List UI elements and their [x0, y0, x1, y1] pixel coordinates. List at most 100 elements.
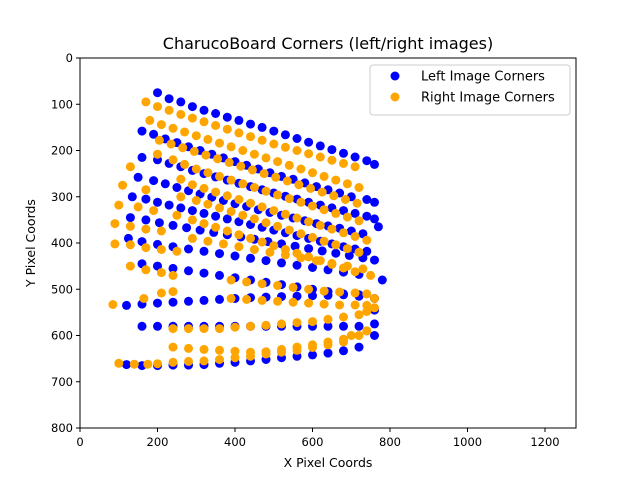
right-corner-point: [246, 321, 255, 331]
right-corner-point: [273, 190, 283, 200]
right-corner-point: [199, 356, 209, 366]
left-corner-point: [246, 253, 255, 263]
right-corner-point: [172, 210, 182, 220]
right-corner-point: [288, 297, 298, 307]
right-corner-point: [215, 345, 224, 355]
right-corner-point: [296, 164, 306, 174]
left-corner-point: [344, 251, 354, 260]
legend-marker-right: [390, 92, 400, 102]
right-corner-point: [304, 252, 314, 262]
right-corner-point: [222, 191, 232, 201]
left-corner-point: [246, 119, 255, 129]
right-corner-point: [261, 218, 271, 228]
right-corner-point: [226, 207, 236, 216]
left-corner-point: [184, 266, 193, 276]
left-corner-point: [168, 263, 178, 273]
left-corner-point: [182, 223, 192, 233]
left-corner-point: [308, 263, 317, 272]
right-corner-point: [339, 158, 348, 168]
right-corner-point: [226, 175, 236, 185]
right-corner-point: [257, 135, 267, 145]
right-corner-point: [201, 150, 211, 160]
right-corner-point: [269, 241, 279, 251]
y-tick-label: 500: [51, 282, 73, 296]
right-corner-point: [238, 146, 248, 155]
right-corner-point: [331, 175, 341, 185]
y-tick-label: 700: [51, 375, 73, 389]
right-corner-point: [133, 202, 143, 212]
x-tick-label: 200: [147, 435, 169, 449]
right-corner-point: [168, 324, 178, 334]
right-corner-point: [125, 221, 135, 231]
right-corner-point: [141, 185, 151, 195]
right-corner-point: [141, 97, 151, 107]
right-corner-point: [304, 298, 314, 308]
left-corner-point: [199, 268, 209, 278]
right-corner-point: [354, 247, 364, 257]
right-corner-point: [280, 209, 290, 219]
left-corner-point: [308, 350, 317, 360]
right-corner-point: [215, 355, 224, 364]
right-corner-point: [346, 331, 356, 340]
right-corner-point: [153, 359, 162, 369]
right-corner-point: [257, 202, 267, 212]
left-corner-point: [195, 225, 205, 235]
right-corner-point: [199, 324, 209, 334]
x-tick-label: 600: [302, 435, 324, 449]
right-corner-point: [269, 139, 279, 149]
right-corner-point: [284, 225, 294, 235]
right-corner-point: [315, 220, 325, 230]
legend-marker-left: [390, 71, 400, 81]
right-corner-point: [230, 322, 240, 332]
left-corner-point: [153, 321, 162, 331]
right-corner-point: [327, 155, 337, 165]
right-corner-point: [271, 172, 281, 182]
left-corner-point: [199, 295, 209, 305]
right-corner-point: [145, 115, 155, 125]
right-corner-point: [306, 183, 316, 193]
right-corner-point: [261, 153, 271, 163]
left-corner-point: [176, 97, 186, 107]
right-corner-point: [199, 183, 209, 193]
right-corner-point: [187, 233, 197, 243]
chart-title: CharucoBoard Corners (left/right images): [163, 34, 493, 53]
right-corner-point: [156, 288, 166, 298]
right-corner-point: [143, 359, 153, 369]
left-corner-point: [230, 251, 240, 261]
right-corner-point: [222, 226, 232, 236]
left-corner-point: [280, 130, 290, 140]
right-corner-point: [354, 310, 364, 320]
right-corner-point: [211, 121, 221, 130]
x-tick-label: 800: [379, 435, 401, 449]
right-corner-point: [191, 164, 201, 174]
right-corner-point: [168, 270, 178, 280]
left-corner-point: [215, 249, 224, 259]
left-corner-point: [323, 321, 333, 331]
left-corner-point: [339, 321, 348, 331]
left-corner-point: [172, 183, 182, 192]
right-corner-point: [308, 343, 317, 352]
right-corner-point: [350, 267, 360, 277]
right-corner-point: [230, 353, 240, 363]
left-corner-point: [370, 159, 379, 169]
left-corner-point: [362, 211, 372, 221]
right-corner-point: [282, 176, 292, 186]
right-corner-point: [199, 117, 209, 127]
x-tick-label: 1000: [453, 435, 482, 449]
right-corner-point: [215, 324, 224, 334]
right-corner-point: [110, 219, 120, 229]
right-corner-point: [234, 242, 244, 252]
right-corner-point: [234, 128, 244, 138]
right-corner-point: [238, 179, 248, 189]
left-corner-point: [370, 197, 379, 207]
right-corner-point: [273, 221, 283, 231]
right-corner-point: [284, 160, 294, 170]
right-corner-point: [224, 158, 234, 167]
right-corner-point: [249, 245, 259, 254]
left-corner-point: [168, 220, 178, 230]
right-corner-point: [304, 149, 314, 159]
right-corner-point: [292, 318, 302, 328]
left-corner-point: [187, 102, 197, 112]
right-corner-point: [184, 324, 193, 334]
right-corner-point: [246, 198, 255, 208]
